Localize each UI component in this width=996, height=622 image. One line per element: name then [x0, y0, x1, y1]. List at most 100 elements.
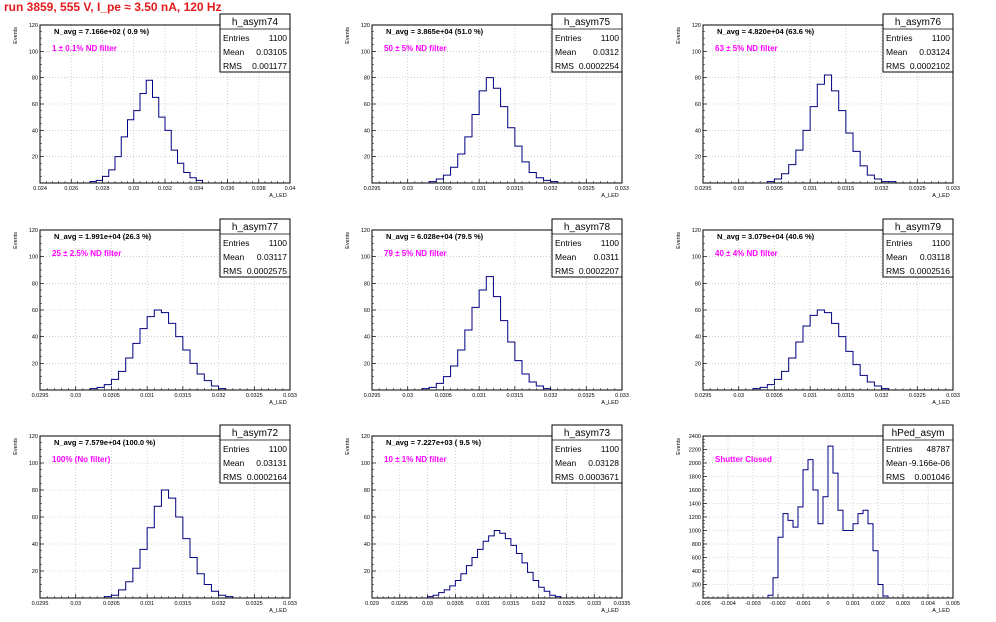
x-tick-label: 0.0295	[32, 601, 49, 607]
x-tick-label: -0.004	[720, 601, 736, 607]
x-tick-label: 0.0305	[103, 601, 120, 607]
histogram-bin	[465, 330, 472, 390]
histogram-bin	[838, 510, 843, 598]
y-tick-label: 60	[32, 102, 38, 108]
histogram-bin	[190, 178, 196, 183]
x-tick-label: 0.031	[472, 393, 486, 399]
stats-entries-value: 1100	[601, 238, 620, 248]
x-tick-label: 0.031	[472, 186, 486, 192]
histogram-bin	[486, 78, 493, 183]
histogram-bin	[451, 366, 458, 390]
stats-entries-label: Entries	[886, 238, 912, 248]
x-tick-label: 0.03	[733, 393, 744, 399]
histogram-bin	[211, 591, 218, 598]
histogram-bin	[176, 517, 183, 598]
histogram-bin	[169, 498, 176, 598]
x-tick-label: 0.0305	[766, 393, 783, 399]
navg-annotation: N_avg = 6.028e+04 (79.5 %)	[386, 232, 484, 241]
stats-rms-label: RMS	[223, 61, 242, 71]
filter-annotation: 40 ± 4% ND filter	[715, 249, 778, 258]
navg-annotation: N_avg = 7.227e+03 ( 9.5 %)	[386, 438, 482, 447]
y-tick-label: 1000	[689, 529, 701, 535]
y-tick-label: 60	[364, 102, 370, 108]
x-tick-label: -0.005	[695, 601, 711, 607]
histogram-bin	[450, 586, 456, 598]
y-tick-label: 60	[32, 308, 38, 314]
histogram-bin	[443, 175, 450, 183]
x-tick-label: 0.004	[921, 601, 935, 607]
x-tick-label: 0.033	[615, 186, 629, 192]
histogram-bin	[111, 379, 118, 390]
stats-entries-value: 1100	[269, 238, 288, 248]
y-tick-label: 400	[692, 569, 701, 575]
y-tick-label: 20	[32, 361, 38, 367]
navg-annotation: N_avg = 3.079e+04 (40.6 %)	[717, 232, 815, 241]
histogram-bin	[197, 574, 204, 598]
filter-annotation: 25 ± 2.5% ND filter	[52, 249, 121, 258]
stats-rms-label: RMS	[223, 266, 242, 276]
histogram-bin	[873, 551, 878, 598]
x-tick-label: 0.0295	[32, 393, 49, 399]
histogram-bin	[455, 580, 461, 598]
x-tick-label: 0.036	[221, 186, 235, 192]
x-tick-label: 0.031	[803, 186, 817, 192]
histogram-bin	[505, 539, 511, 598]
histogram-bin	[778, 537, 783, 598]
stats-mean-label: Mean	[223, 458, 245, 468]
y-tick-label: 100	[361, 255, 370, 261]
histogram-bin	[133, 568, 140, 598]
x-axis-label: A_LED	[269, 608, 286, 614]
stats-rms-label: RMS	[555, 266, 574, 276]
x-tick-label: 0.0305	[447, 601, 464, 607]
plot-frame	[371, 229, 623, 391]
histogram-bin	[184, 172, 190, 183]
histogram-bin	[796, 150, 803, 183]
histogram-bin	[528, 572, 534, 598]
y-tick-label: 120	[29, 228, 38, 234]
histogram-bin	[134, 111, 140, 183]
histogram-bin	[501, 321, 508, 390]
y-tick-label: 80	[364, 488, 370, 494]
stats-entries-value: 1100	[601, 444, 620, 454]
x-tick-label: 0.032	[544, 393, 558, 399]
y-tick-label: 20	[364, 361, 370, 367]
histogram-bin	[472, 307, 479, 390]
histogram-bin	[458, 154, 465, 183]
stats-rms-value: 0.0002102	[910, 61, 950, 71]
filter-annotation: Shutter Closed	[715, 455, 772, 464]
histogram-bin	[848, 531, 853, 599]
stats-box	[882, 13, 954, 73]
histogram-bin	[444, 590, 450, 598]
histogram-series	[752, 309, 890, 390]
x-tick-label: 0.0295	[364, 393, 381, 399]
x-axis-label: A_LED	[601, 193, 618, 199]
histogram-bin	[109, 170, 115, 183]
stats-title: h_asym75	[564, 17, 611, 28]
histogram-bin	[515, 361, 522, 390]
histogram-bin	[140, 549, 147, 598]
histogram-bin	[159, 117, 165, 183]
x-tick-label: 0.005	[946, 601, 960, 607]
histogram-bin	[782, 174, 789, 183]
plot-frame	[702, 435, 954, 599]
x-tick-label: 0.03	[402, 393, 413, 399]
y-tick-label: 20	[32, 569, 38, 575]
x-tick-label: 0.0295	[391, 601, 408, 607]
histogram-bin	[839, 111, 846, 183]
x-tick-label: 0.0315	[837, 393, 854, 399]
histogram-bin	[832, 91, 839, 183]
filter-annotation: 10 ± 1% ND filter	[384, 455, 447, 464]
y-tick-label: 800	[692, 542, 701, 548]
histogram-bin	[544, 591, 550, 598]
histogram-bin	[774, 379, 781, 390]
histogram-bin	[511, 545, 517, 598]
navg-annotation: N_avg = 7.166e+02 ( 0.9 %)	[54, 27, 150, 36]
y-tick-label: 80	[695, 281, 701, 287]
stats-mean-label: Mean	[555, 458, 577, 468]
stats-entries-label: Entries	[555, 33, 581, 43]
stats-title: h_asym77	[232, 222, 279, 233]
x-tick-label: 0.032	[158, 186, 172, 192]
stats-rms-value: 0.001046	[915, 472, 951, 482]
histogram-bin	[161, 313, 168, 390]
histogram-series	[89, 309, 227, 390]
